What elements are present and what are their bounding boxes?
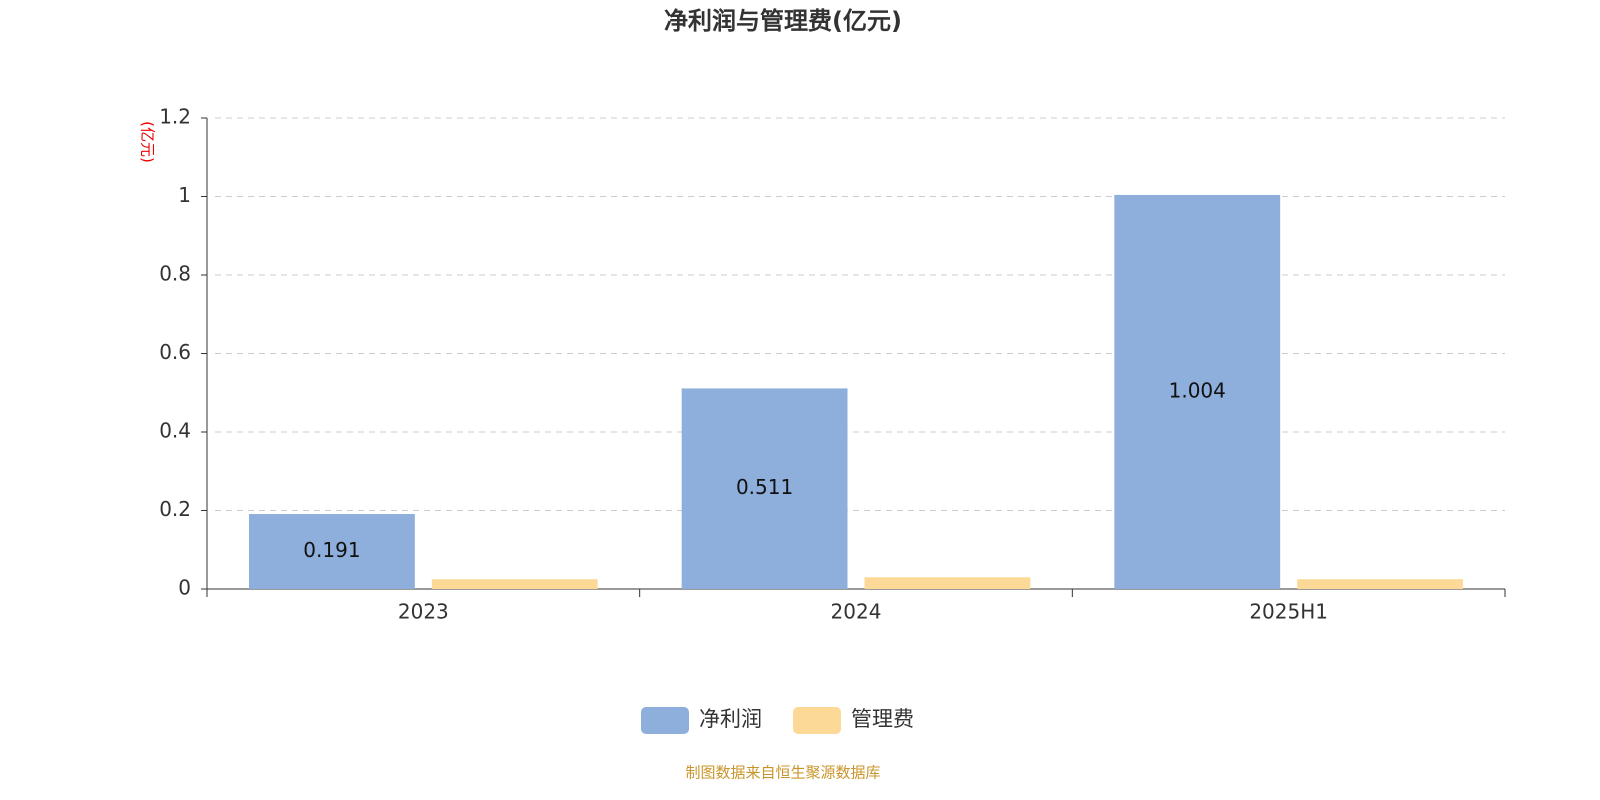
legend-swatch — [641, 707, 689, 734]
y-tick-label: 0.6 — [159, 340, 191, 364]
y-tick-label: 1 — [178, 183, 191, 207]
source-note: 制图数据来自恒生聚源数据库 — [685, 764, 880, 782]
y-axis-label: (亿元) — [139, 121, 157, 163]
x-tick-label: 2025H1 — [1249, 600, 1328, 624]
y-tick-label: 0.2 — [159, 497, 191, 521]
legend-swatch — [793, 707, 841, 734]
y-tick-label: 0.4 — [159, 419, 191, 443]
legend-label: 管理费 — [851, 707, 914, 731]
bar — [864, 577, 1031, 589]
bar — [1114, 194, 1281, 589]
bar — [681, 388, 848, 589]
bar — [431, 579, 598, 589]
data-label: 0.511 — [736, 475, 793, 499]
y-tick-label: 0 — [178, 576, 191, 600]
x-tick-label: 2024 — [831, 600, 882, 624]
y-tick-label: 1.2 — [159, 105, 191, 129]
chart-title: 净利润与管理费(亿元) — [664, 7, 902, 35]
data-label: 1.004 — [1169, 378, 1226, 402]
x-tick-label: 2023 — [398, 600, 449, 624]
data-label: 0.191 — [303, 538, 360, 562]
y-tick-label: 0.8 — [159, 262, 191, 286]
bar — [1297, 579, 1463, 589]
bar — [249, 514, 415, 589]
legend-label: 净利润 — [699, 707, 762, 731]
